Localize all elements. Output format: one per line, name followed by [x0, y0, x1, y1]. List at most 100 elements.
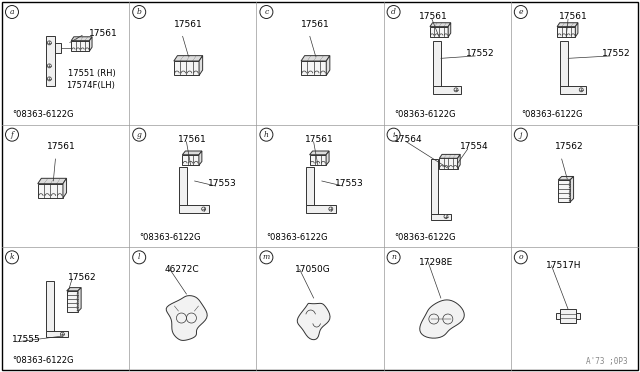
Bar	[179, 205, 209, 213]
Text: g: g	[137, 131, 141, 139]
Text: 17554: 17554	[460, 142, 488, 151]
Circle shape	[579, 88, 583, 92]
Polygon shape	[458, 154, 460, 169]
Text: °08363-6122G: °08363-6122G	[267, 233, 328, 242]
Text: °08363-6122G: °08363-6122G	[140, 233, 201, 242]
Circle shape	[444, 215, 448, 218]
Circle shape	[60, 332, 65, 336]
Text: 17561: 17561	[419, 12, 448, 21]
Text: 17561: 17561	[173, 20, 202, 29]
Polygon shape	[448, 23, 451, 37]
Text: °08363-6122G: °08363-6122G	[12, 110, 74, 119]
Polygon shape	[67, 291, 78, 312]
Text: 17553: 17553	[335, 179, 364, 188]
Text: 17561: 17561	[47, 142, 76, 151]
Bar	[46, 281, 54, 331]
Bar	[431, 158, 438, 214]
Bar	[46, 36, 55, 86]
Bar	[55, 43, 61, 53]
Polygon shape	[174, 56, 203, 61]
Text: k: k	[10, 253, 14, 262]
Polygon shape	[440, 158, 458, 169]
Text: °08363-6122G: °08363-6122G	[394, 233, 455, 242]
Polygon shape	[557, 23, 578, 27]
Polygon shape	[420, 300, 464, 338]
Polygon shape	[78, 288, 81, 312]
Text: 17050G: 17050G	[294, 265, 330, 274]
Bar	[431, 214, 451, 219]
Text: 17551 (RH): 17551 (RH)	[68, 69, 116, 78]
Polygon shape	[67, 288, 81, 291]
Text: j: j	[520, 131, 522, 139]
Polygon shape	[90, 37, 92, 51]
Text: 17562: 17562	[68, 273, 97, 282]
Bar	[560, 41, 568, 86]
Polygon shape	[430, 23, 451, 27]
Bar	[556, 313, 560, 319]
Circle shape	[47, 41, 51, 45]
Text: b: b	[137, 8, 141, 16]
Text: 46272C: 46272C	[165, 265, 200, 274]
Text: °08363-6122G: °08363-6122G	[12, 356, 74, 365]
Polygon shape	[570, 176, 573, 202]
Polygon shape	[326, 151, 329, 165]
Circle shape	[47, 64, 51, 68]
Polygon shape	[440, 154, 460, 158]
Bar	[433, 86, 461, 94]
Polygon shape	[430, 27, 448, 37]
Circle shape	[47, 77, 51, 81]
Text: 17555: 17555	[12, 335, 41, 344]
Text: 17562: 17562	[556, 142, 584, 151]
Bar	[306, 205, 336, 213]
Polygon shape	[310, 155, 326, 165]
Text: 17561: 17561	[177, 135, 206, 144]
Text: o: o	[518, 253, 523, 262]
Text: °08363-6122G: °08363-6122G	[394, 110, 455, 119]
Text: h: h	[264, 131, 269, 139]
Text: 17561: 17561	[301, 20, 330, 29]
Bar	[433, 41, 441, 86]
Bar	[576, 313, 580, 319]
Polygon shape	[71, 37, 92, 41]
Text: 17574F(LH): 17574F(LH)	[65, 81, 115, 90]
Bar	[306, 167, 314, 205]
Circle shape	[329, 207, 333, 211]
Polygon shape	[71, 41, 90, 51]
Polygon shape	[558, 180, 570, 202]
Text: 17561: 17561	[559, 12, 588, 21]
Text: 17552: 17552	[467, 49, 495, 58]
Polygon shape	[301, 56, 330, 61]
Text: 17561: 17561	[305, 135, 333, 144]
Polygon shape	[38, 178, 67, 184]
Bar	[560, 309, 576, 323]
Text: 17517H: 17517H	[547, 261, 582, 270]
Polygon shape	[301, 61, 326, 76]
Polygon shape	[558, 176, 573, 180]
Text: °08363-6122G: °08363-6122G	[521, 110, 582, 119]
Text: 17564: 17564	[394, 135, 422, 144]
Text: e: e	[518, 8, 523, 16]
Text: 17298E: 17298E	[419, 257, 454, 267]
Text: m: m	[263, 253, 270, 262]
Polygon shape	[575, 23, 578, 37]
Polygon shape	[310, 151, 329, 155]
Text: 17552: 17552	[602, 49, 631, 58]
Text: 17553: 17553	[208, 179, 237, 188]
Polygon shape	[182, 151, 202, 155]
Polygon shape	[166, 296, 207, 340]
Bar	[560, 86, 586, 94]
Polygon shape	[174, 61, 199, 76]
Text: c: c	[264, 8, 269, 16]
Text: i: i	[392, 131, 395, 139]
Polygon shape	[298, 303, 330, 340]
Text: d: d	[391, 8, 396, 16]
Text: 17561: 17561	[88, 29, 117, 38]
Circle shape	[454, 88, 458, 92]
Polygon shape	[326, 56, 330, 76]
Polygon shape	[182, 155, 199, 165]
Bar	[46, 331, 68, 337]
Circle shape	[202, 207, 205, 211]
Bar	[179, 167, 187, 205]
Text: A'73 ;0P3: A'73 ;0P3	[586, 357, 628, 366]
Polygon shape	[63, 178, 67, 198]
